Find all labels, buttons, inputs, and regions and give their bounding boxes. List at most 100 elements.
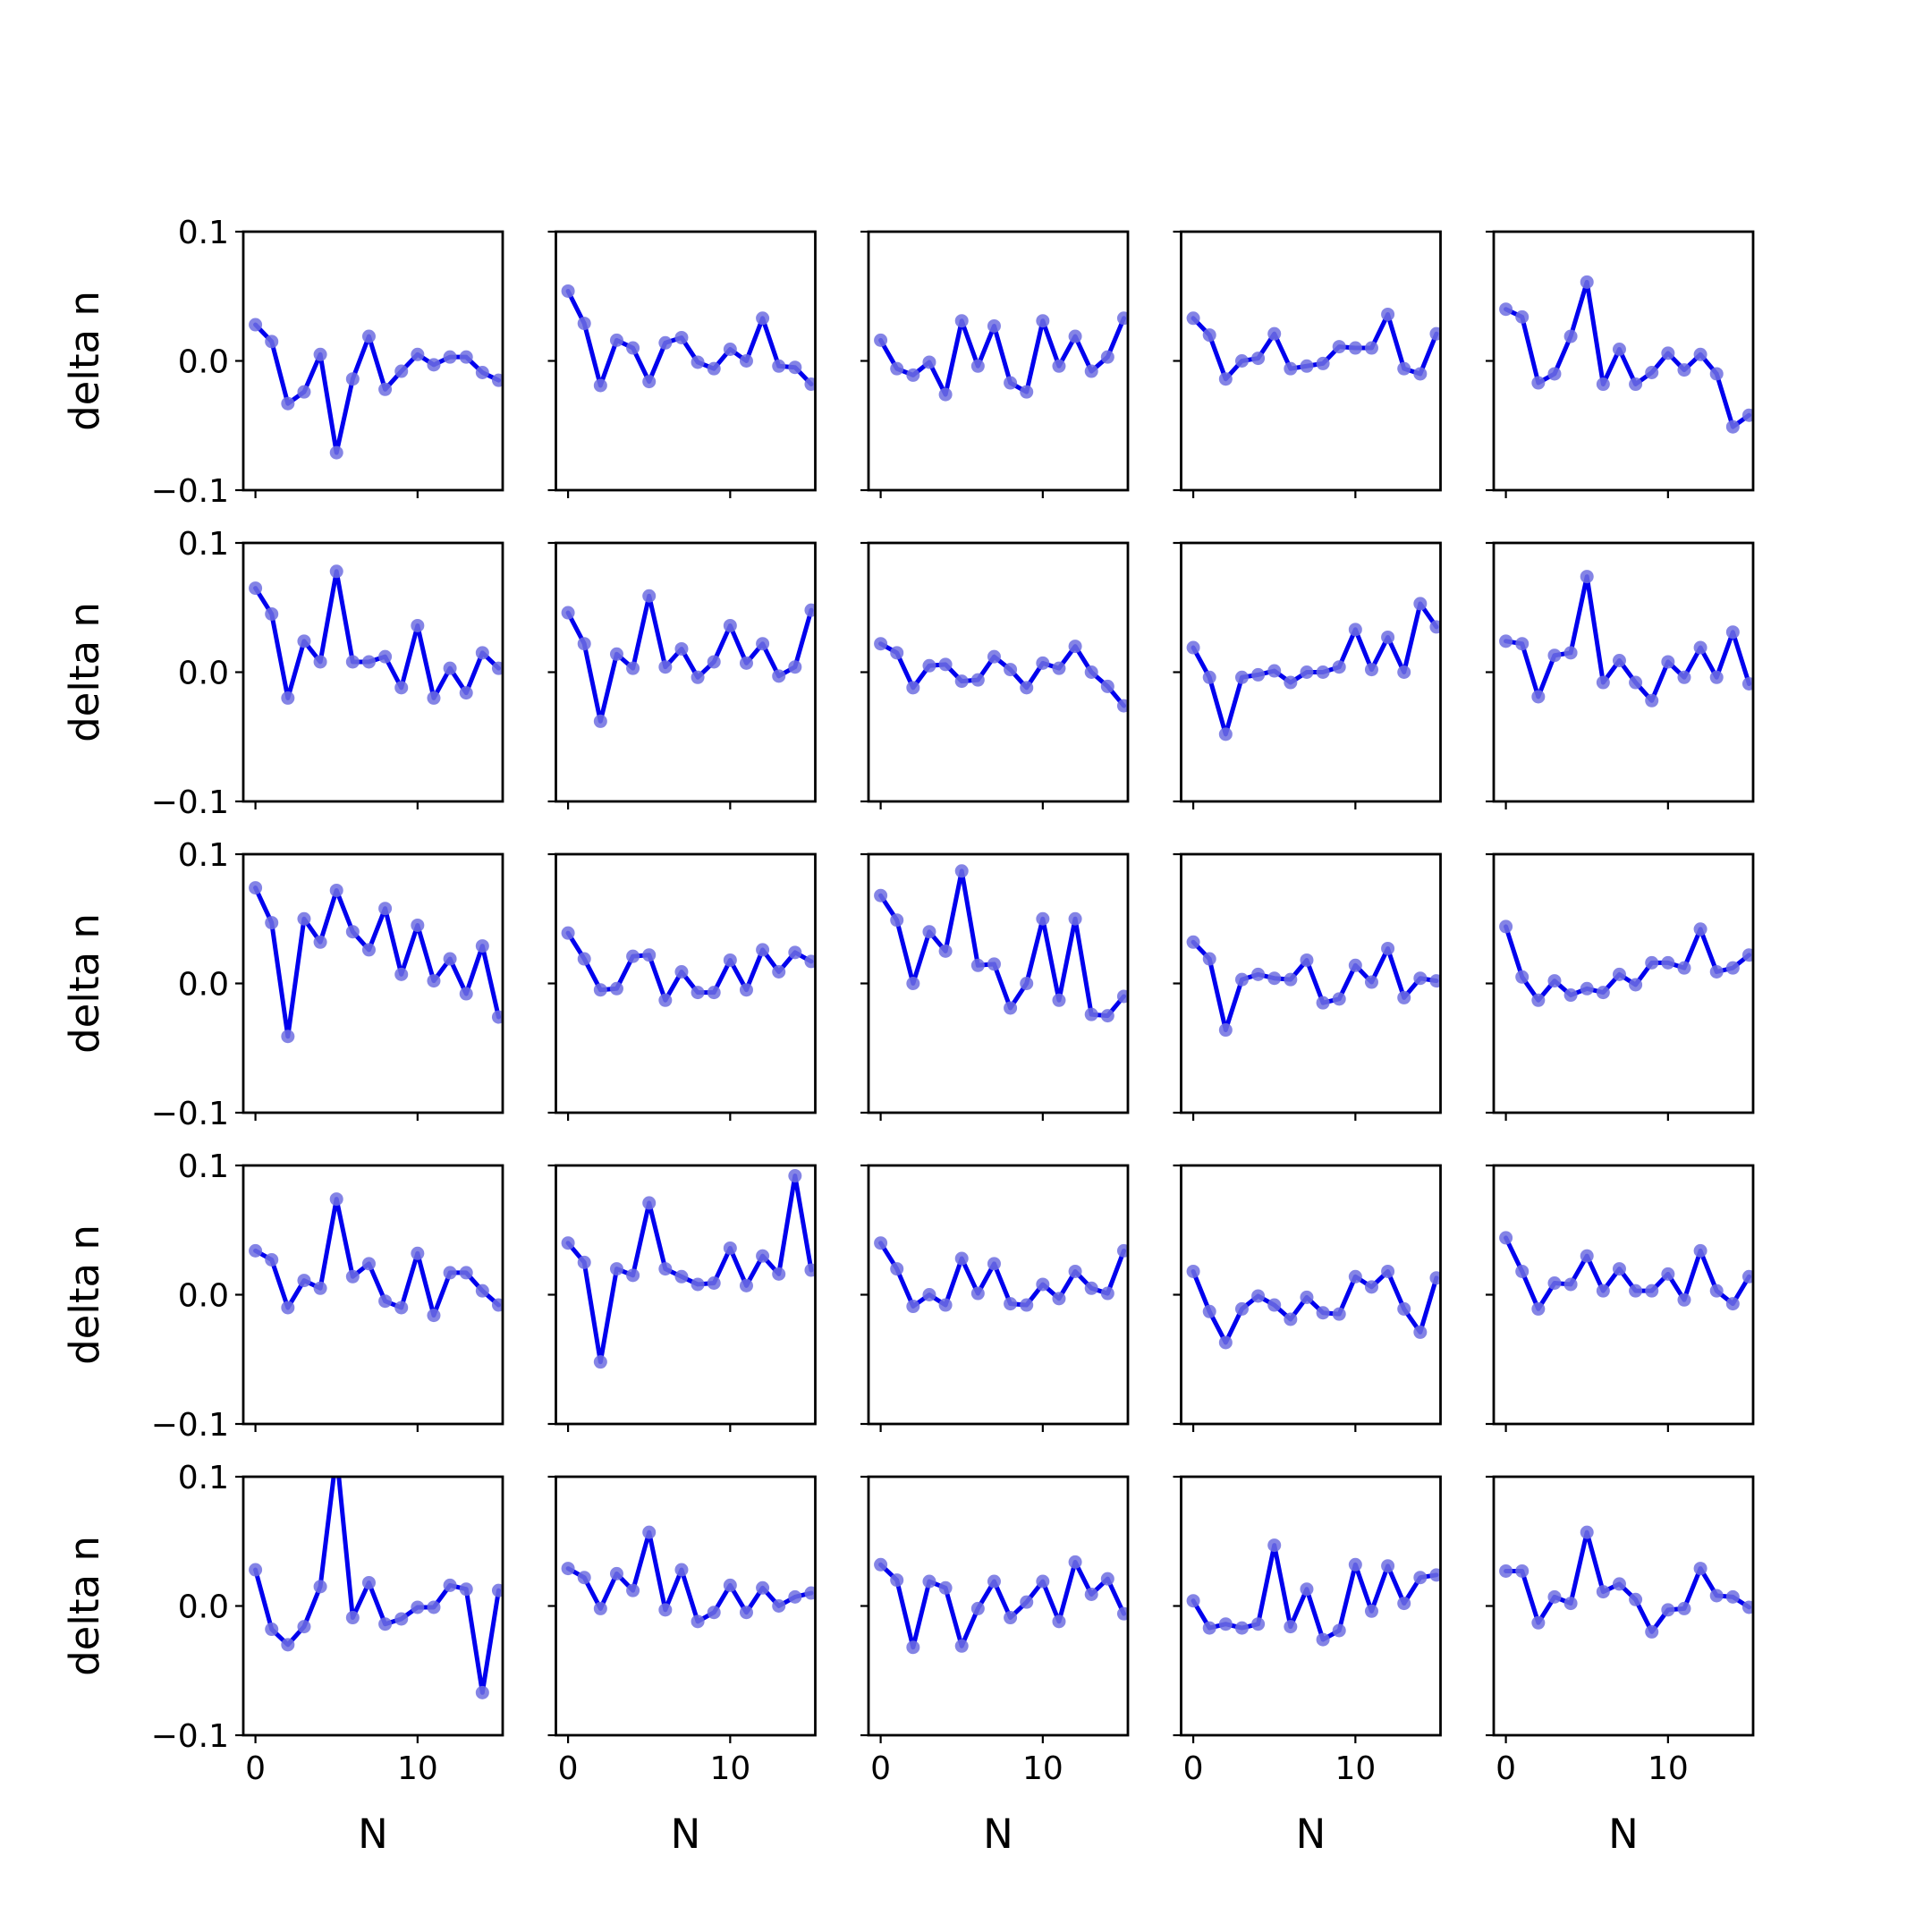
data-point bbox=[1547, 648, 1562, 663]
series-group bbox=[561, 926, 816, 1007]
data-point bbox=[1020, 977, 1034, 990]
data-point bbox=[674, 965, 689, 979]
data-point bbox=[1267, 971, 1282, 986]
data-point bbox=[1381, 1264, 1395, 1278]
data-point bbox=[756, 311, 770, 326]
data-point bbox=[642, 1196, 657, 1210]
y-tick-label: 0.0 bbox=[178, 656, 229, 692]
series-line bbox=[1191, 601, 1439, 737]
data-point bbox=[1596, 1284, 1610, 1298]
data-point bbox=[804, 954, 816, 969]
data-point bbox=[1251, 352, 1266, 366]
data-point bbox=[1116, 311, 1128, 326]
data-point bbox=[626, 341, 640, 355]
data-point bbox=[1332, 1307, 1346, 1321]
data-point bbox=[1629, 675, 1643, 690]
x-tick-label: 0 bbox=[1183, 1750, 1204, 1787]
y-tick-label: −0.1 bbox=[151, 784, 229, 821]
series-group bbox=[1186, 1264, 1441, 1350]
data-point bbox=[1084, 665, 1098, 679]
data-point bbox=[1563, 1597, 1578, 1611]
data-point bbox=[249, 1563, 263, 1577]
data-point bbox=[1267, 1538, 1282, 1553]
data-point bbox=[1084, 364, 1098, 378]
series-line bbox=[565, 1174, 814, 1365]
series-line bbox=[1191, 1268, 1439, 1345]
x-tick-label: 0 bbox=[558, 1750, 579, 1787]
subplot-r2-c4 bbox=[1173, 541, 1442, 809]
subplot-r4-c1: −0.1 0.0 0.1 delta n bbox=[61, 1148, 504, 1444]
data-point bbox=[1645, 1624, 1659, 1639]
data-point bbox=[1709, 965, 1724, 979]
data-point bbox=[1284, 1620, 1298, 1634]
data-point bbox=[1725, 1297, 1740, 1311]
data-point bbox=[674, 1563, 689, 1577]
data-point bbox=[361, 1575, 376, 1589]
x-tick-label: 10 bbox=[1648, 1750, 1689, 1787]
data-point bbox=[772, 1267, 786, 1281]
data-point bbox=[1596, 377, 1610, 392]
data-point bbox=[1547, 367, 1562, 381]
data-point bbox=[1004, 663, 1018, 677]
data-point bbox=[1068, 640, 1082, 654]
data-point bbox=[1677, 363, 1691, 377]
series-group bbox=[249, 564, 503, 705]
data-point bbox=[1284, 972, 1298, 987]
data-point bbox=[1645, 955, 1659, 970]
data-point bbox=[475, 939, 489, 953]
data-point bbox=[378, 382, 393, 396]
data-point bbox=[1218, 1023, 1233, 1038]
series-group bbox=[874, 864, 1128, 1023]
data-point bbox=[427, 1309, 441, 1323]
data-point bbox=[281, 691, 295, 705]
series-group bbox=[874, 637, 1128, 713]
data-point bbox=[1580, 1525, 1594, 1539]
data-point bbox=[609, 333, 623, 347]
subplot-r4-c2 bbox=[547, 1164, 817, 1432]
data-point bbox=[1267, 1298, 1282, 1312]
data-point bbox=[788, 1169, 802, 1183]
y-axis-title: delta n bbox=[61, 602, 108, 742]
data-point bbox=[1547, 1276, 1562, 1290]
series-line bbox=[1504, 574, 1751, 703]
data-point bbox=[577, 317, 591, 331]
subplot-r1-c3 bbox=[860, 230, 1130, 498]
x-tick-label: 10 bbox=[1022, 1750, 1063, 1787]
data-point bbox=[1741, 1269, 1753, 1284]
data-point bbox=[1397, 665, 1411, 679]
data-point bbox=[561, 926, 575, 940]
data-point bbox=[756, 1249, 770, 1263]
data-point bbox=[890, 913, 904, 928]
data-point bbox=[313, 935, 327, 949]
data-point bbox=[1052, 993, 1066, 1007]
data-point bbox=[1300, 953, 1314, 967]
data-point bbox=[1186, 1594, 1200, 1608]
series-group bbox=[1499, 275, 1753, 434]
series-line bbox=[253, 886, 501, 1039]
data-point bbox=[313, 1580, 327, 1594]
data-point bbox=[674, 641, 689, 656]
series-group bbox=[561, 1525, 816, 1629]
data-point bbox=[1741, 408, 1753, 422]
data-point bbox=[1052, 1292, 1066, 1306]
data-point bbox=[707, 361, 721, 376]
data-point bbox=[297, 1274, 311, 1288]
data-point bbox=[1677, 670, 1691, 684]
data-point bbox=[1629, 1284, 1643, 1298]
data-point bbox=[723, 618, 737, 632]
data-point bbox=[1020, 681, 1034, 695]
data-point bbox=[642, 375, 657, 389]
subplot-r5-c3: 0 10N bbox=[860, 1475, 1130, 1858]
data-point bbox=[1531, 690, 1546, 704]
x-tick-label: 0 bbox=[1496, 1750, 1516, 1787]
data-point bbox=[1036, 656, 1050, 670]
data-point bbox=[378, 902, 393, 916]
data-point bbox=[1429, 974, 1441, 988]
series-line bbox=[253, 322, 501, 455]
data-point bbox=[609, 1262, 623, 1276]
data-point bbox=[443, 1578, 457, 1592]
data-point bbox=[394, 967, 409, 981]
data-point bbox=[1068, 1555, 1082, 1569]
data-point bbox=[1580, 570, 1594, 584]
data-point bbox=[707, 1606, 721, 1620]
